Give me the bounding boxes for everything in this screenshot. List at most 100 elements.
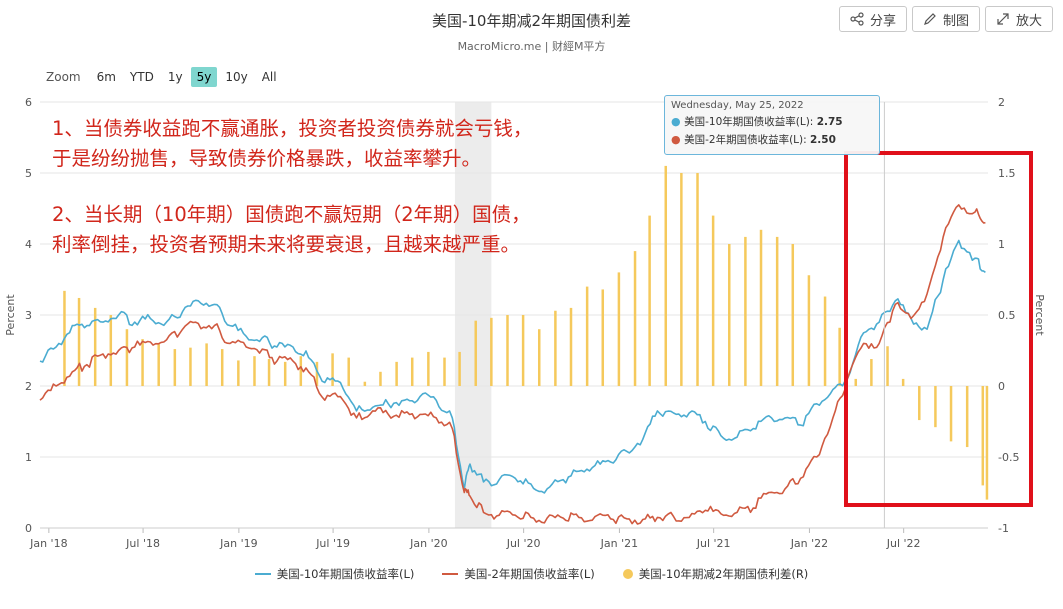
zoom-ytd-button[interactable]: YTD: [129, 70, 154, 84]
spread-bar: [569, 307, 573, 386]
share-icon: [850, 12, 864, 26]
spread-bar: [791, 244, 795, 386]
spread-bar: [395, 361, 398, 386]
spread-bar: [901, 378, 905, 386]
chart-legend: 美国-10年期国债收益率(L) 美国-2年期国债收益率(L) 美国-10年期减2…: [0, 566, 1063, 582]
y-left-tick-label: 2: [25, 380, 32, 393]
share-label: 分享: [869, 13, 896, 29]
pencil-icon: [924, 13, 936, 25]
x-tick-label: Jul '22: [886, 537, 921, 550]
share-button[interactable]: 分享: [838, 6, 907, 32]
tooltip-row-2y: ● 美国-2年期国债收益率(L): 2.50: [671, 133, 836, 146]
spread-bar: [253, 356, 256, 386]
annotation-line-3: 2、当长期（10年期）国债跑不赢短期（2年期）国债，: [52, 203, 531, 226]
x-tick-label: Jan '19: [219, 537, 257, 550]
legend-item-2y[interactable]: 美国-2年期国债收益率(L): [442, 566, 595, 582]
spread-bar: [728, 244, 731, 386]
legend-label-2y: 美国-2年期国债收益率(L): [464, 567, 595, 581]
x-tick-label: Jan '22: [790, 537, 828, 550]
spread-bar: [985, 386, 989, 500]
spread-bar: [458, 351, 461, 386]
line-2y: [39, 204, 986, 525]
y-right-tick-label: -1: [998, 522, 1009, 535]
spread-bar: [949, 386, 953, 442]
spread-bar: [870, 359, 873, 386]
spread-bar: [506, 315, 509, 386]
spread-bar: [299, 356, 303, 386]
annotation-line-2: 于是纷纷抛售，导致债券价格暴跌，收益率攀升。: [52, 147, 482, 170]
spread-bar: [427, 351, 430, 386]
spread-bar: [680, 173, 683, 386]
spread-bar: [965, 386, 969, 448]
tooltip-10y-value: 2.75: [816, 116, 843, 128]
legend-label-10y: 美国-10年期国债收益率(L): [276, 567, 415, 581]
spread-bar: [981, 386, 985, 486]
y-right-axis-title: Percent: [1033, 294, 1046, 336]
chart-title: 美国-10年期减2年期国债利差: [431, 12, 632, 30]
spread-bar: [410, 357, 414, 386]
spread-bar: [141, 339, 144, 386]
spread-bar: [315, 361, 319, 386]
spread-bar: [189, 347, 192, 386]
spread-bar: [696, 173, 699, 386]
y-left-tick-label: 0: [25, 522, 32, 535]
x-tick-label: Jan '18: [29, 537, 67, 550]
spread-bar: [759, 229, 763, 386]
zoom-1y-button[interactable]: 1y: [167, 70, 183, 84]
y-left-tick-label: 3: [25, 309, 32, 322]
spread-bar: [125, 329, 129, 386]
y-left-tick-label: 1: [25, 451, 32, 464]
draw-button[interactable]: 制图: [911, 6, 980, 32]
highlight-box: [844, 151, 1033, 507]
spread-bar: [93, 307, 97, 386]
legend-item-spread[interactable]: 美国-10年期减2年期国债利差(R): [622, 566, 808, 582]
spread-bar: [267, 359, 271, 386]
legend-swatch-spread: [622, 569, 633, 579]
hover-tooltip: Wednesday, May 25, 2022 ● 美国-10年期国债收益率(L…: [664, 95, 880, 155]
x-tick-label: Jul '19: [315, 537, 350, 550]
x-tick-label: Jul '20: [506, 537, 541, 550]
spread-bar: [775, 236, 779, 386]
y-right-tick-label: 0: [998, 380, 1005, 393]
enlarge-label: 放大: [1015, 13, 1042, 29]
spread-bar: [157, 343, 160, 386]
spread-bar: [934, 386, 937, 428]
spread-bar: [283, 361, 287, 386]
spread-bar: [585, 286, 589, 386]
spread-bar: [220, 349, 224, 386]
spread-bar: [886, 346, 889, 386]
spread-bar: [237, 360, 240, 386]
y-right-tick-label: 0.5: [998, 309, 1016, 322]
spread-bar: [648, 215, 651, 386]
toolbar: 分享 制图 放大: [838, 6, 1053, 32]
spread-bar: [807, 275, 811, 386]
legend-item-10y[interactable]: 美国-10年期国债收益率(L): [254, 566, 415, 582]
zoom-range-selector: Zoom 6m YTD 1y 5y 10y All: [46, 67, 285, 87]
y-left-axis-title: Percent: [4, 294, 17, 336]
y-left-tick-label: 6: [25, 96, 32, 109]
x-tick-label: Jan '20: [409, 537, 447, 550]
zoom-all-button[interactable]: All: [261, 70, 277, 84]
line-10y: [39, 239, 986, 494]
y-right-tick-label: 2: [998, 96, 1005, 109]
expand-icon: [997, 13, 1009, 25]
enlarge-button[interactable]: 放大: [984, 6, 1053, 32]
y-right-tick-label: -0.5: [998, 451, 1019, 464]
spread-bar: [173, 349, 177, 386]
zoom-5y-button[interactable]: 5y: [190, 67, 218, 87]
tooltip-date: Wednesday, May 25, 2022: [671, 100, 804, 111]
spread-bar: [838, 327, 841, 386]
spread-bar: [379, 371, 382, 386]
x-tick-label: Jul '21: [696, 537, 731, 550]
spread-bar: [490, 317, 493, 386]
zoom-10y-button[interactable]: 10y: [225, 70, 248, 84]
spread-bar: [474, 320, 477, 386]
spread-bar: [854, 378, 858, 386]
annotation-line-4: 利率倒挂，投资者预期未来将要衰退，且越来越严重。: [52, 233, 521, 256]
spread-bar: [205, 343, 208, 386]
x-tick-label: Jan '21: [600, 537, 638, 550]
zoom-6m-button[interactable]: 6m: [96, 70, 116, 84]
zoom-label: Zoom: [46, 70, 81, 84]
legend-swatch-2y: [442, 573, 459, 575]
